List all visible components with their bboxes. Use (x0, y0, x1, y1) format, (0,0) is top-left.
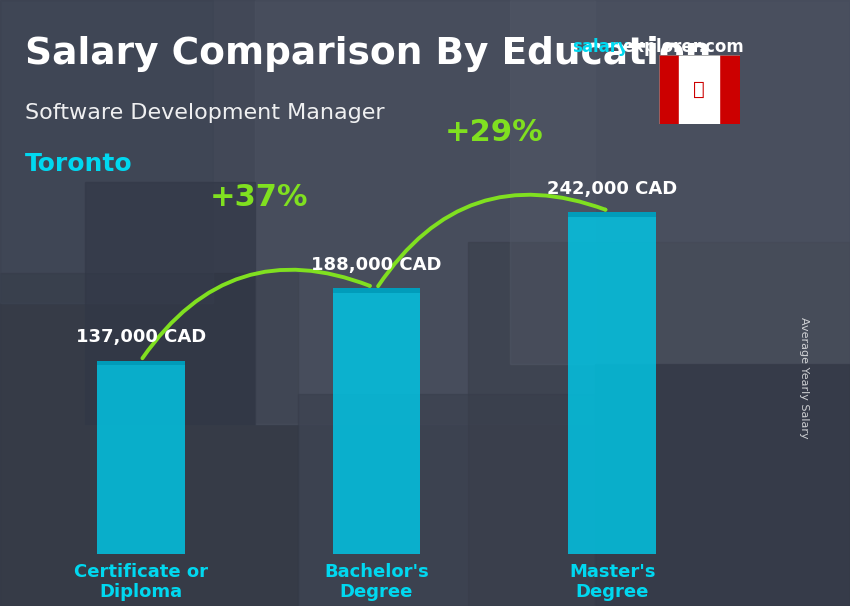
Text: Certificate or
Diploma: Certificate or Diploma (74, 562, 208, 601)
Text: Software Development Manager: Software Development Manager (25, 103, 384, 123)
Bar (332, 288, 421, 554)
Text: salary: salary (572, 39, 629, 56)
Text: explorer.com: explorer.com (623, 39, 745, 56)
Text: Bachelor's
Degree: Bachelor's Degree (324, 562, 429, 601)
Bar (569, 212, 656, 554)
Text: 188,000 CAD: 188,000 CAD (311, 256, 442, 275)
Text: 🍁: 🍁 (694, 80, 705, 99)
Bar (97, 361, 184, 554)
Text: Toronto: Toronto (25, 152, 133, 176)
Bar (255, 0, 595, 424)
Bar (97, 361, 184, 365)
FancyArrowPatch shape (378, 195, 605, 286)
Bar (332, 288, 421, 293)
FancyArrowPatch shape (143, 270, 370, 358)
Text: Master's
Degree: Master's Degree (569, 562, 655, 601)
Text: +29%: +29% (445, 118, 544, 147)
Bar (0, 0, 212, 303)
Bar (659, 55, 679, 124)
Text: Salary Comparison By Education: Salary Comparison By Education (25, 36, 711, 72)
Bar (595, 364, 850, 606)
Bar (569, 212, 656, 217)
Text: Average Yearly Salary: Average Yearly Salary (799, 316, 809, 438)
Bar (719, 55, 740, 124)
Bar (298, 394, 595, 606)
Bar (510, 0, 850, 364)
Text: 137,000 CAD: 137,000 CAD (76, 328, 206, 346)
Bar (85, 182, 255, 424)
Bar (679, 55, 719, 124)
Text: +37%: +37% (209, 183, 308, 212)
Bar (468, 242, 850, 606)
Bar (0, 273, 298, 606)
Text: 242,000 CAD: 242,000 CAD (547, 180, 677, 198)
